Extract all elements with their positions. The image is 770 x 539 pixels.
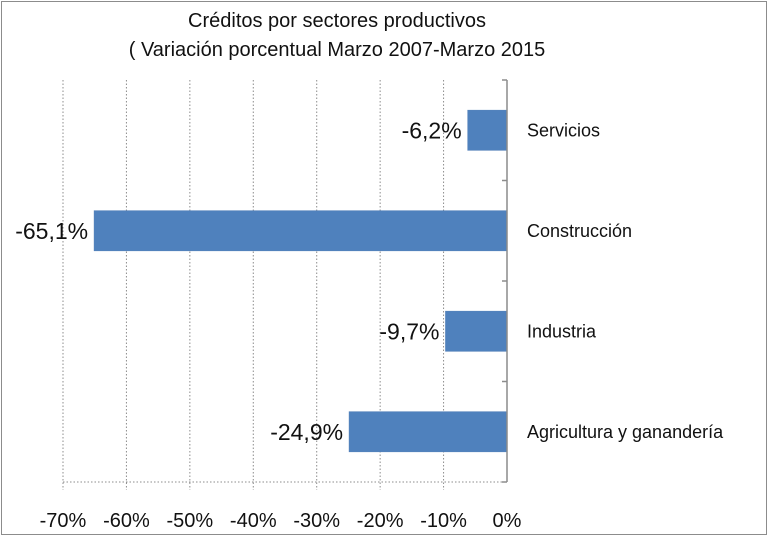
category-label: Construcción xyxy=(527,221,632,241)
chart-title: Créditos por sectores productivos xyxy=(188,10,486,32)
data-label: -65,1% xyxy=(15,218,88,244)
bar xyxy=(445,310,508,352)
x-tick-label: -50% xyxy=(167,510,214,532)
y-axis xyxy=(502,79,508,483)
data-label: -6,2% xyxy=(402,117,462,143)
x-tick-label: -10% xyxy=(420,510,467,532)
gridlines xyxy=(62,80,507,490)
data-label: -24,9% xyxy=(270,419,343,445)
x-tick-label: -40% xyxy=(230,510,277,532)
data-label: -9,7% xyxy=(379,318,439,344)
x-tick-label: -60% xyxy=(103,510,150,532)
bars xyxy=(93,109,508,453)
category-label: Servicios xyxy=(527,120,600,140)
category-labels: Servicios Construcción Industria Agricultur… xyxy=(527,120,724,442)
x-tick-labels: -70% -60% -50% -40% -30% -20% -10% 0% xyxy=(40,510,522,532)
x-tick-label: -70% xyxy=(40,510,87,532)
x-tick-label: -20% xyxy=(357,510,404,532)
bar xyxy=(93,210,508,252)
bar xyxy=(348,411,508,453)
category-label: Agricultura y ganandería xyxy=(527,422,724,442)
bar xyxy=(467,109,508,151)
x-tick-label: 0% xyxy=(493,510,522,532)
data-labels: -6,2% -65,1% -9,7% -24,9% xyxy=(15,117,461,445)
category-label: Industria xyxy=(527,321,597,341)
x-tick-label: -30% xyxy=(293,510,340,532)
chart-subtitle: ( Variación porcentual Marzo 2007-Marzo … xyxy=(128,39,546,61)
